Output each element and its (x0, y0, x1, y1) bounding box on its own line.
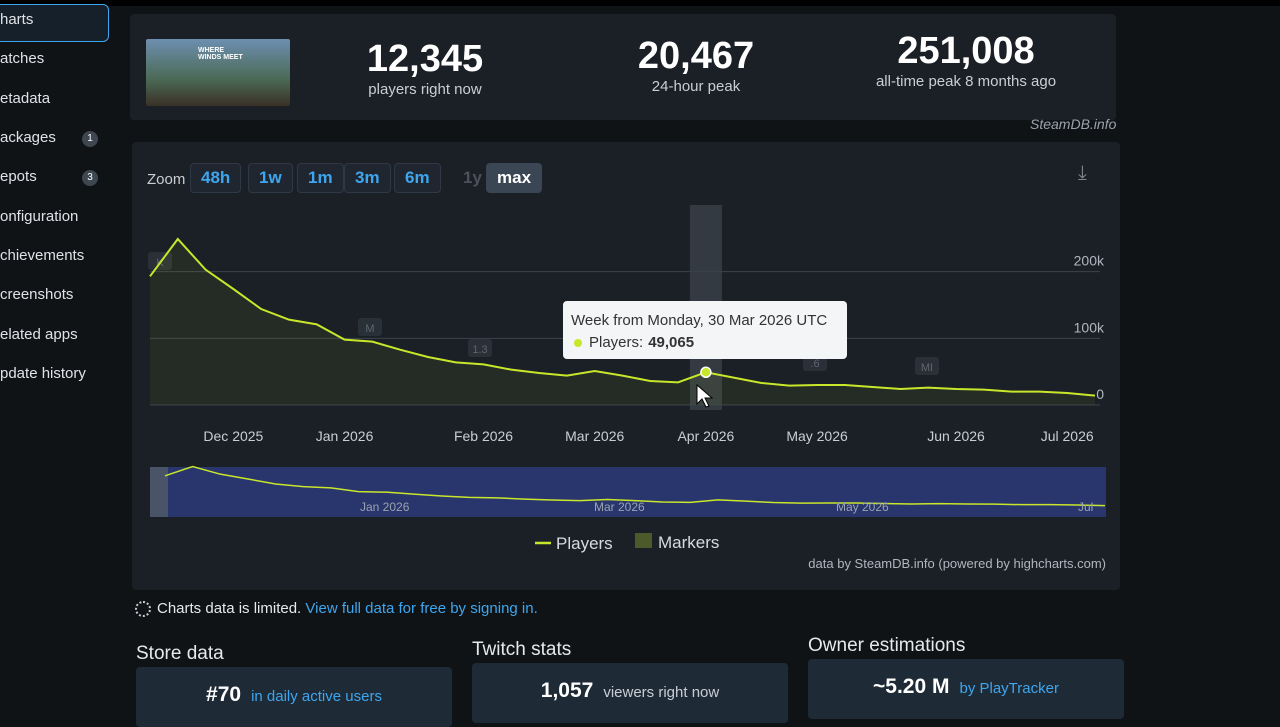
stat-card: ~5.20 M by PlayTracker (808, 659, 1124, 719)
area (150, 239, 1095, 405)
header-panel: WHERE WINDS MEET 12,345 players right now… (130, 14, 1116, 120)
stat-label[interactable]: in daily active users (251, 688, 382, 705)
legend-label: Markers (658, 533, 719, 552)
section-title: Twitch stats (472, 639, 572, 660)
top-bar (0, 0, 1280, 6)
marker-flag (468, 339, 492, 357)
navigator-label: Jul (1078, 500, 1093, 514)
navigator-label: May 2026 (836, 500, 889, 514)
navigator-mask (150, 467, 168, 517)
tooltip-body: Players: 49,065 (589, 334, 694, 351)
badge: 1 (82, 131, 98, 147)
zoom-button[interactable]: 1w (248, 163, 293, 193)
section-title: Store data (136, 643, 224, 664)
stat-value: 12,345 (366, 38, 484, 80)
notice-link[interactable]: View full data for free by signing in. (305, 600, 538, 617)
line (149, 237, 1096, 397)
zoom-button[interactable]: 3m (344, 163, 391, 193)
marker-label: M (365, 323, 374, 335)
badge: 3 (82, 170, 98, 186)
x-tick-label: Jul 2026 (1041, 428, 1094, 444)
y-tick-label: 200k (1074, 253, 1105, 269)
x-tick-label: Mar 2026 (565, 428, 624, 444)
stat-label: viewers right now (603, 684, 720, 701)
sidebar-item[interactable]: chievements (0, 247, 85, 264)
cursor (696, 383, 714, 408)
tooltip (563, 301, 847, 359)
tooltip-dot (574, 339, 582, 347)
x-tick-label: Dec 2025 (203, 428, 263, 444)
hover-point (700, 366, 712, 379)
marker-label: 1.3 (472, 344, 487, 356)
game-image[interactable]: WHERE WINDS MEET (146, 39, 290, 106)
stat-label: 24-hour peak (651, 78, 741, 95)
stat-value: #70 (206, 683, 242, 706)
marker-label: .6 (810, 358, 819, 370)
navigator-label: Mar 2026 (594, 500, 645, 514)
marker-label: MI (921, 362, 933, 374)
sidebar-item[interactable]: creenshots (0, 286, 74, 303)
stat-label[interactable]: by PlayTracker (959, 680, 1059, 697)
x-tick-label: Apr 2026 (677, 428, 734, 444)
stat-card: #70 in daily active users (136, 667, 452, 727)
x-tick-label: Jan 2026 (316, 428, 374, 444)
zoom-button[interactable]: 48h (190, 163, 242, 193)
image-text: WHERE WINDS MEET (198, 47, 243, 61)
tooltip-title: Week from Monday, 30 Mar 2026 UTC (571, 312, 827, 329)
download-icon[interactable]: ⤓ (1078, 162, 1087, 184)
stat: 20,467 24-hour peak (566, 35, 826, 96)
stat-value: 251,008 (897, 30, 1035, 72)
x-tick-label: Feb 2026 (454, 428, 513, 444)
sidebar-item[interactable]: etadata (0, 90, 51, 107)
stat-label: all-time peak 8 months ago (875, 73, 1057, 90)
stat: 12,345 players right now (295, 38, 555, 99)
zoom-button[interactable]: 6m (394, 163, 441, 193)
stat-label: players right now (368, 81, 482, 98)
marker-flag (915, 357, 939, 375)
zoom-label: Zoom (147, 171, 186, 188)
sidebar-item[interactable]: epots (0, 168, 37, 185)
sidebar-item[interactable]: ackages (0, 129, 56, 146)
tooltip-value: 49,065 (648, 334, 694, 351)
marker-flag (358, 318, 382, 336)
stat-value: 1,057 (540, 679, 594, 702)
x-tick-label: Jun 2026 (927, 428, 985, 444)
zoom-button[interactable]: 1y (463, 168, 482, 187)
credits: data by SteamDB.info (powered by highcha… (808, 556, 1106, 571)
section-title: Owner estimations (808, 635, 966, 656)
active-tab[interactable] (0, 4, 109, 42)
stat: 251,008 all-time peak 8 months ago (836, 30, 1096, 91)
y-tick-label: 100k (1074, 319, 1105, 335)
stat-value: 20,467 (637, 35, 755, 77)
legend-label: Players (556, 534, 613, 553)
tooltip-series: Players: (589, 334, 643, 351)
source[interactable]: SteamDB.info (1030, 116, 1117, 132)
legend-swatch (635, 533, 652, 548)
sidebar-item[interactable]: pdate history (0, 365, 86, 382)
navigator-line (164, 465, 1106, 507)
sidebar-item[interactable]: elated apps (0, 326, 78, 343)
stat-card: 1,057 viewers right now (472, 663, 788, 723)
sidebar-item[interactable]: atches (0, 50, 45, 67)
stat-row: ~5.20 M by PlayTracker (808, 675, 1124, 699)
zoom-button[interactable]: max (486, 163, 543, 193)
y-tick-label: 0 (1096, 386, 1104, 402)
stat-row: #70 in daily active users (136, 683, 452, 707)
notice: Charts data is limited. View full data f… (135, 600, 538, 618)
navigator-label: Jan 2026 (360, 500, 410, 514)
sidebar-item[interactable]: onfiguration (0, 208, 79, 225)
navigator (150, 467, 1106, 517)
x-tick-label: May 2026 (786, 428, 848, 444)
notice-text: Charts data is limited. (157, 600, 302, 617)
zoom-button[interactable]: 1m (297, 163, 344, 193)
sidebar-item[interactable]: harts (0, 11, 34, 28)
stat-row: 1,057 viewers right now (472, 679, 788, 703)
stat-value: ~5.20 M (873, 675, 950, 698)
